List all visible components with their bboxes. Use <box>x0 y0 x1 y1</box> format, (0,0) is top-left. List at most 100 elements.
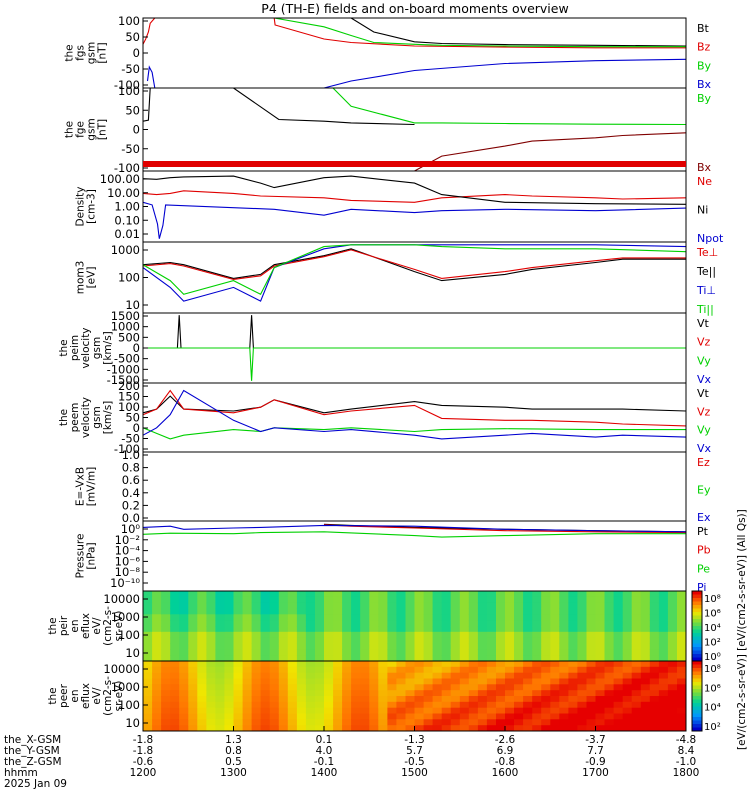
heatmap-cell <box>278 666 289 674</box>
heatmap-cell <box>360 661 370 668</box>
heatmap-cell <box>595 701 606 709</box>
heatmap-cell <box>315 655 325 661</box>
heatmap-cell <box>197 707 207 715</box>
heatmap-cell <box>568 614 579 621</box>
heatmap-cell <box>631 696 642 703</box>
legend-entry: Bz <box>697 41 711 54</box>
heatmap-cell <box>514 596 524 604</box>
heatmap-cell <box>188 678 198 685</box>
heatmap-cell <box>468 725 479 731</box>
heatmap-cell <box>577 701 588 709</box>
heatmap-cell <box>450 701 461 709</box>
heatmap-cell <box>143 591 153 598</box>
colorbar-cell <box>692 675 702 679</box>
heatmap-cell <box>441 725 452 731</box>
heatmap-cell <box>677 591 686 598</box>
heatmap-cell <box>459 602 470 610</box>
heatmap-cell <box>631 596 642 604</box>
heatmap-cell <box>269 620 280 627</box>
heatmap-cell <box>251 655 262 661</box>
heatmap-cell <box>296 602 307 610</box>
heatmap-cell <box>378 614 388 621</box>
heatmap-cell <box>532 620 542 627</box>
heatmap-cell <box>188 684 198 691</box>
heatmap-cell <box>324 608 334 615</box>
heatmap-cell <box>269 666 280 674</box>
colorbar-frame <box>691 660 703 732</box>
heatmap-cell <box>514 725 524 731</box>
heatmap-cell <box>496 614 506 621</box>
x-tick-label: -1.0 <box>676 756 697 768</box>
legend-entry: Pb <box>697 544 711 557</box>
heatmap-cell <box>477 626 488 633</box>
series-line-Vt <box>143 395 686 414</box>
heatmap-cell <box>577 678 588 685</box>
heatmap-cell <box>631 672 642 680</box>
heatmap-cell <box>441 707 452 715</box>
heatmap-cell <box>477 707 488 715</box>
heatmap-cell <box>170 614 180 621</box>
heatmap-cell <box>658 719 669 726</box>
heatmap-cell <box>179 690 189 697</box>
heatmap-cell <box>423 602 434 610</box>
heatmap-cell <box>486 719 497 726</box>
heatmap-cell <box>378 690 388 697</box>
heatmap-cell <box>260 661 271 668</box>
heatmap-cell <box>604 643 615 650</box>
y-axis-label-line: [km/s] <box>102 401 114 435</box>
heatmap-cell <box>360 602 370 610</box>
heatmap-cell <box>161 713 171 720</box>
heatmap-cell <box>342 684 352 691</box>
heatmap-cell <box>677 707 686 715</box>
heatmap-cell <box>432 666 443 674</box>
heatmap-cell <box>613 678 624 685</box>
heatmap-cell <box>387 637 398 645</box>
y-axis-label-line: velocity <box>80 397 92 438</box>
colorbar-cell <box>692 626 702 630</box>
heatmap-cell <box>152 696 162 703</box>
heatmap-cell <box>604 684 615 691</box>
heatmap-cell <box>378 666 388 674</box>
heatmap-cell <box>188 701 198 709</box>
heatmap-cell <box>477 591 488 598</box>
heatmap-cell <box>640 696 651 703</box>
heatmap-cell <box>414 678 425 685</box>
y-tick-label: 1000 <box>111 680 140 694</box>
heatmap-cell <box>342 696 352 703</box>
series-line-Ti <box>143 244 686 296</box>
heatmap-cell <box>296 620 307 627</box>
heatmap-cell <box>496 661 506 668</box>
y-axis-label-line: (cm2-s- <box>102 606 114 646</box>
heatmap-cell <box>559 649 569 656</box>
heatmap-cell <box>315 672 325 680</box>
heatmap-cell <box>387 666 398 674</box>
heatmap-cell <box>287 614 298 621</box>
heatmap-cell <box>559 672 569 680</box>
panel-frame <box>142 382 687 453</box>
heatmap-cell <box>233 608 244 615</box>
heatmap-cell <box>450 602 461 610</box>
heatmap-cell <box>360 713 370 720</box>
heatmap-cell <box>514 701 524 709</box>
heatmap-cell <box>152 666 162 674</box>
heatmap-cell <box>658 696 669 703</box>
heatmap-cell <box>604 620 615 627</box>
heatmap-cell <box>224 725 235 731</box>
heatmap-cell <box>333 678 343 685</box>
heatmap-cell <box>170 649 180 656</box>
heatmap-cell <box>405 608 416 615</box>
heatmap-cell <box>541 690 551 697</box>
y-axis-label-line: eflux <box>80 613 92 639</box>
heatmap-cell <box>595 614 606 621</box>
heatmap-cell <box>260 713 271 720</box>
heatmap-cell <box>477 602 488 610</box>
heatmap-cell <box>667 608 678 615</box>
heatmap-cell <box>296 672 307 680</box>
heatmap-cell <box>215 678 226 685</box>
heatmap-cell <box>315 637 325 645</box>
heatmap-cell <box>423 649 434 656</box>
heatmap-cell <box>152 707 162 715</box>
heatmap-cell <box>215 696 226 703</box>
heatmap-cell <box>423 725 434 731</box>
